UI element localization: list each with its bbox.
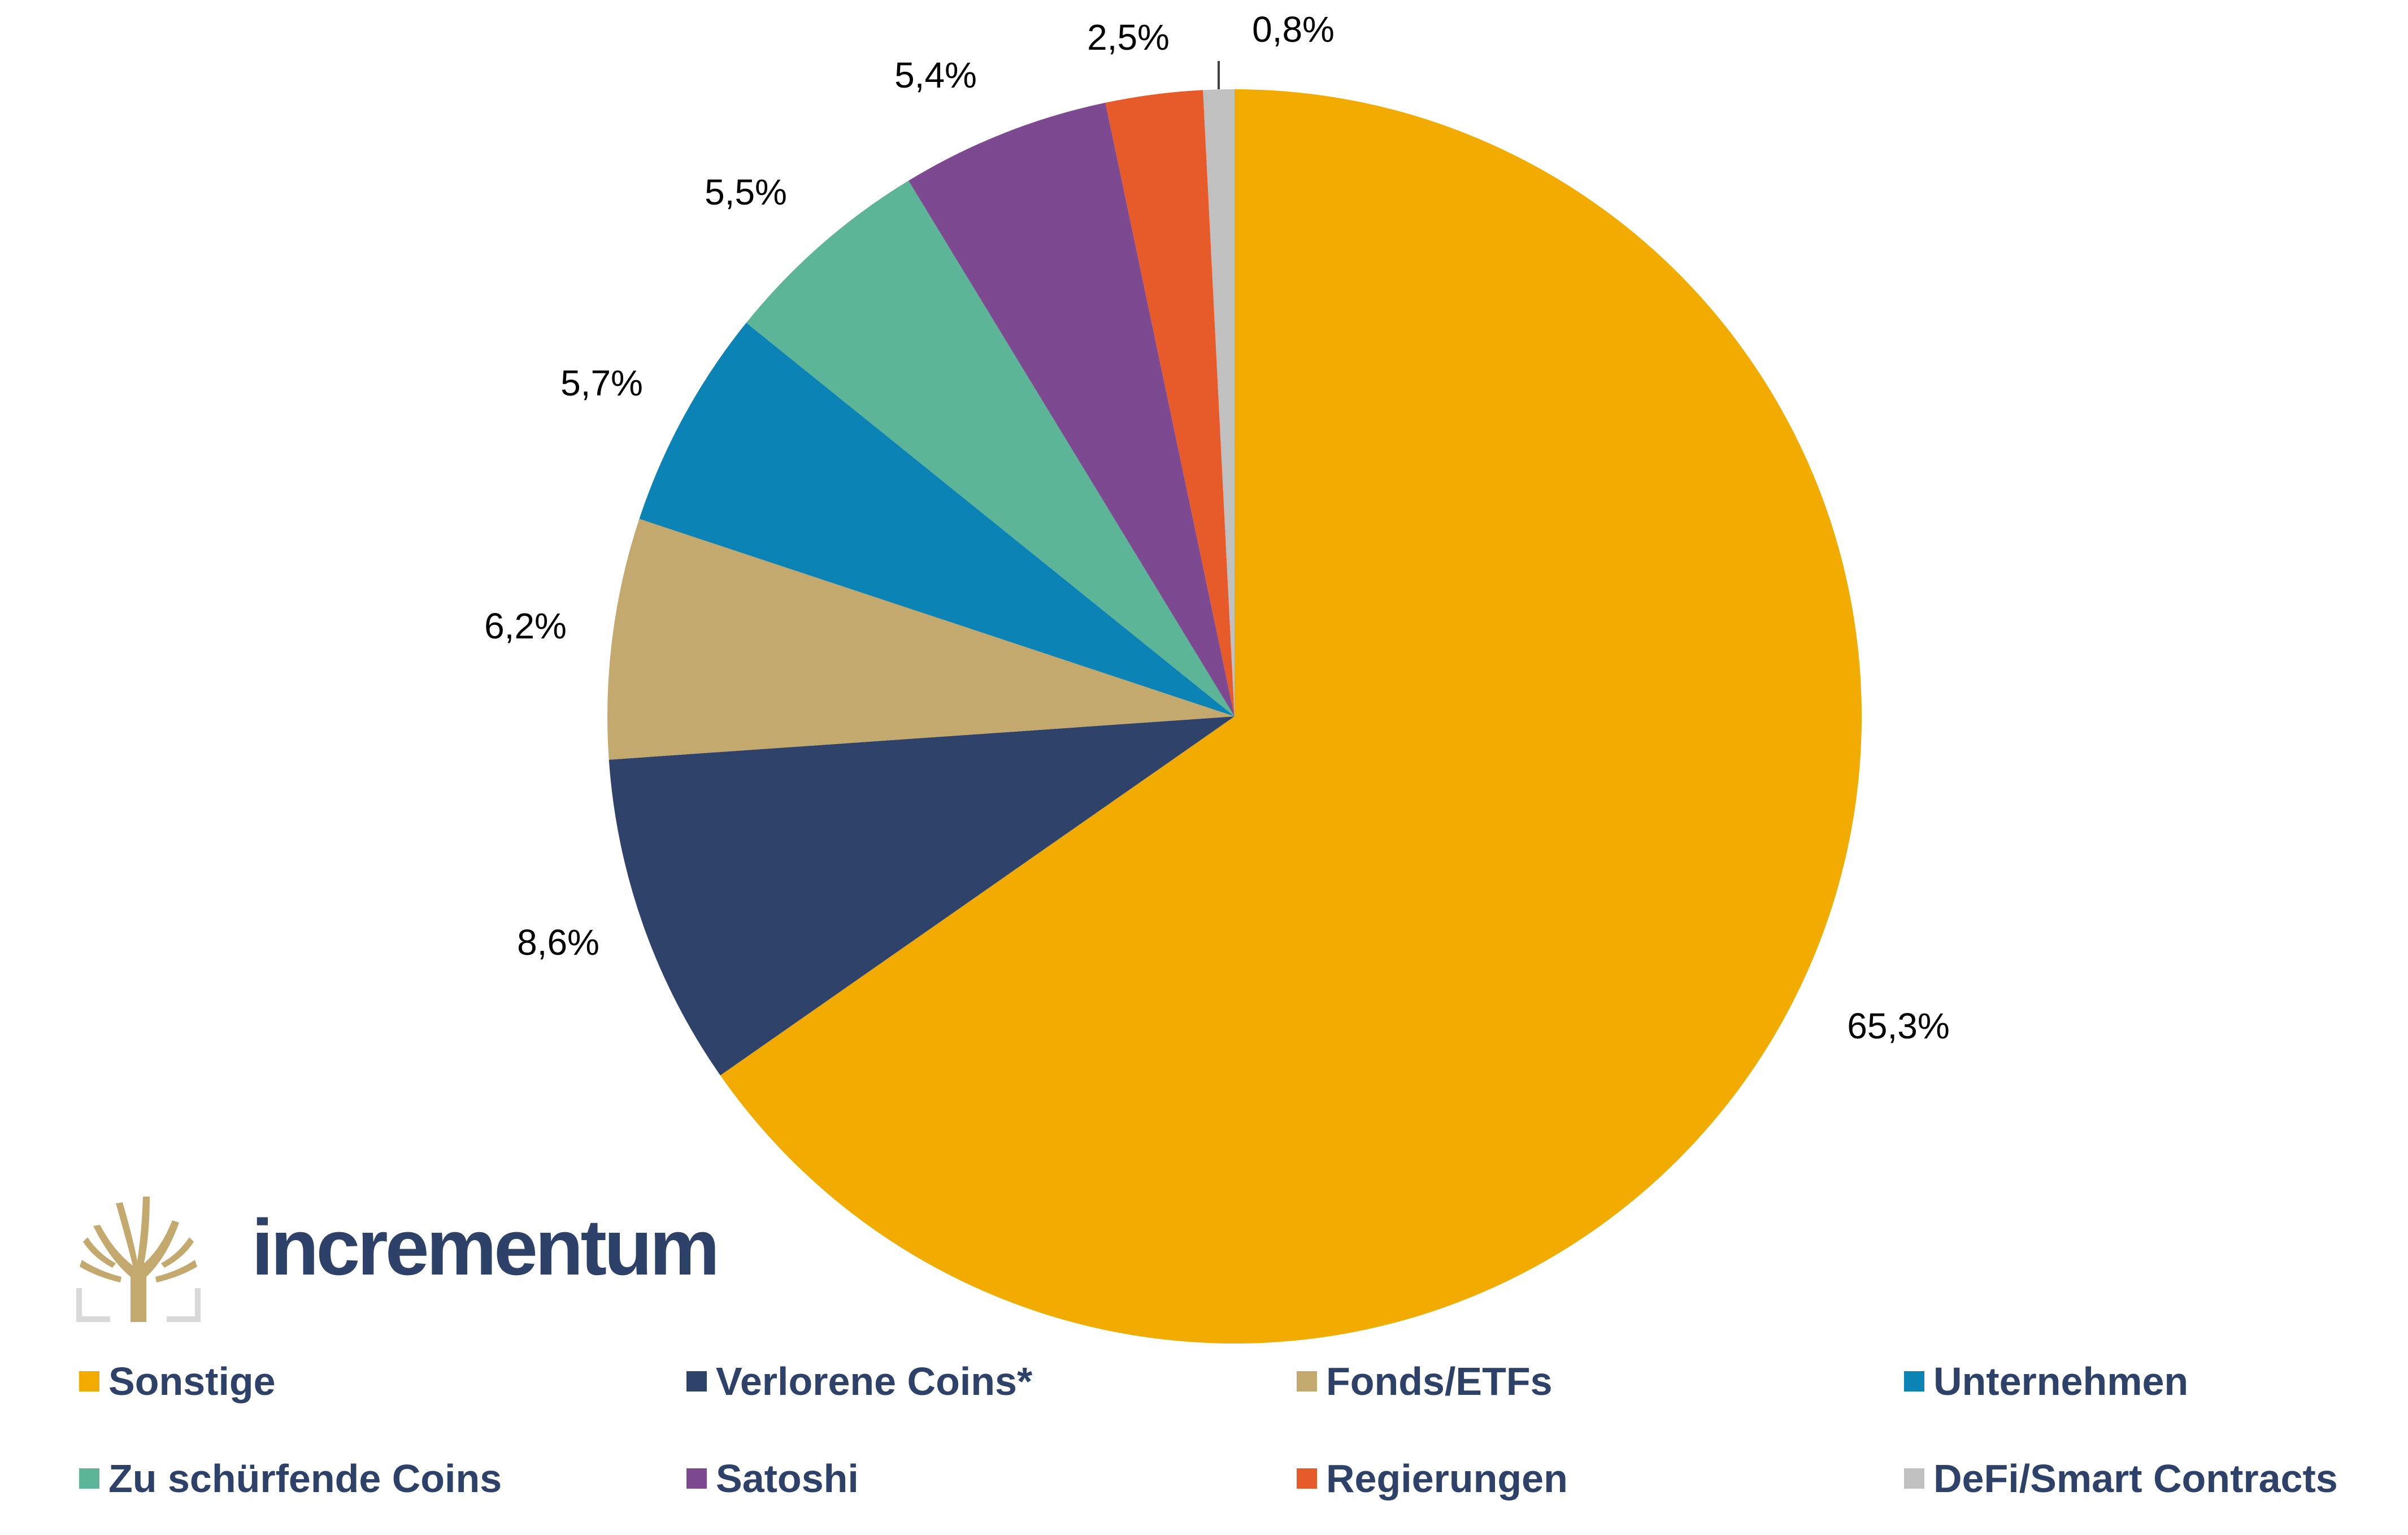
- tree-logo-icon: [76, 1197, 201, 1322]
- legend-swatch: [1297, 1371, 1317, 1391]
- legend-swatch: [686, 1468, 707, 1489]
- pie-slice-sonstige: [720, 89, 1862, 1343]
- pie-slice-zu-sch-rfende-coins: [746, 180, 1235, 716]
- legend-item: Satoshi: [686, 1453, 859, 1504]
- legend-item: Unternehmen: [1904, 1356, 2188, 1407]
- chart-legend: Sonstige Verlorene Coins* Fonds/ETFs Untern…: [0, 1356, 2408, 1525]
- data-label: 0,8%: [1252, 9, 1335, 50]
- pie-slice-satoshi: [909, 102, 1235, 716]
- legend-swatch: [79, 1371, 99, 1391]
- data-labels: 65,3% 8,6% 6,2% 5,7% 5,5% 5,4% 2,5% 0,8%: [484, 9, 1950, 1046]
- data-label: 8,6%: [517, 922, 599, 963]
- legend-swatch: [79, 1468, 99, 1489]
- brand-logo: incrementum: [76, 1192, 754, 1328]
- legend-label: Zu schürfende Coins: [108, 1456, 502, 1501]
- legend-item: Fonds/ETFs: [1297, 1356, 1553, 1407]
- legend-swatch: [1904, 1468, 1924, 1489]
- data-label: 6,2%: [484, 606, 567, 646]
- legend-label: Satoshi: [716, 1456, 859, 1501]
- legend-item: Verlorene Coins*: [686, 1356, 1032, 1407]
- pie-slice-regierungen: [1105, 90, 1235, 716]
- data-label: 65,3%: [1847, 1006, 1949, 1046]
- legend-swatch: [1904, 1371, 1924, 1391]
- legend-item: DeFi/Smart Contracts: [1904, 1453, 2338, 1504]
- pie-slice-verlorene-coins: [608, 716, 1235, 1076]
- pie-slice-defi-smart-contracts: [1203, 89, 1235, 716]
- legend-label: Sonstige: [108, 1359, 276, 1403]
- pie-slices: [607, 89, 1862, 1343]
- legend-item: Sonstige: [79, 1356, 276, 1407]
- data-label: 5,4%: [894, 55, 977, 95]
- pie-slice-fonds-etfs: [607, 519, 1235, 760]
- legend-item: Zu schürfende Coins: [79, 1453, 502, 1504]
- legend-label: Verlorene Coins*: [716, 1359, 1033, 1403]
- brand-name: incrementum: [251, 1203, 720, 1292]
- data-label: 5,7%: [560, 363, 643, 403]
- legend-swatch: [686, 1371, 707, 1391]
- legend-label: Fonds/ETFs: [1326, 1359, 1553, 1403]
- data-label: 5,5%: [705, 172, 787, 212]
- legend-label: Regierungen: [1326, 1456, 1568, 1501]
- legend-swatch: [1297, 1468, 1317, 1489]
- legend-label: DeFi/Smart Contracts: [1933, 1456, 2338, 1501]
- legend-item: Regierungen: [1297, 1453, 1568, 1504]
- pie-slice-unternehmen: [639, 323, 1235, 716]
- data-label: 2,5%: [1087, 17, 1170, 58]
- legend-label: Unternehmen: [1933, 1359, 2189, 1403]
